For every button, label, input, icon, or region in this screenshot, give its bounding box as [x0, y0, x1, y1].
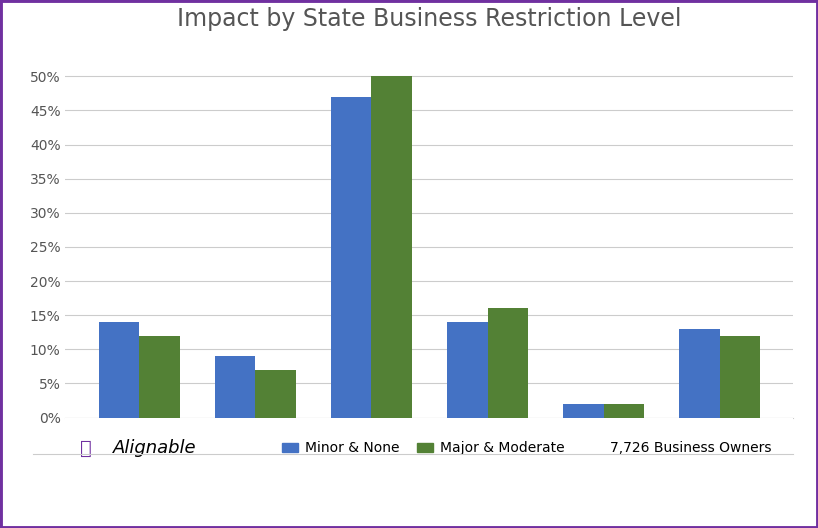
Text: Ⓢ: Ⓢ: [80, 439, 92, 458]
Bar: [563, 404, 604, 418]
Bar: [679, 329, 720, 418]
Bar: [447, 322, 488, 418]
Bar: [604, 404, 645, 418]
Text: Alignable: Alignable: [113, 439, 196, 457]
Bar: [139, 336, 180, 418]
Bar: [371, 77, 412, 418]
Bar: [98, 322, 139, 418]
Bar: [330, 97, 371, 418]
Bar: [255, 370, 296, 418]
Text: 7,726 Business Owners: 7,726 Business Owners: [610, 441, 771, 455]
Bar: [488, 308, 528, 418]
Bar: [214, 356, 255, 418]
Title: Impact by State Business Restriction Level: Impact by State Business Restriction Lev…: [178, 6, 681, 31]
Legend: Minor & None, Major & Moderate: Minor & None, Major & Moderate: [276, 436, 570, 461]
Bar: [720, 336, 761, 418]
